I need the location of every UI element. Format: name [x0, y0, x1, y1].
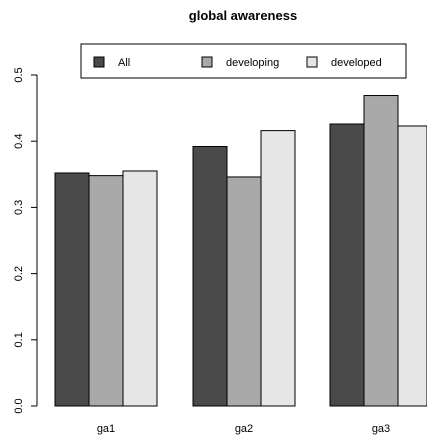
bar — [329, 123, 365, 407]
y-tick-label: 0.4 — [13, 134, 25, 149]
legend-box — [80, 43, 407, 79]
y-tick-label: 0.1 — [13, 332, 25, 347]
y-tick-label: 0.5 — [13, 67, 25, 82]
x-tick-label: ga1 — [97, 423, 115, 435]
y-tick-label: 0.2 — [13, 266, 25, 281]
x-tick-label: ga2 — [235, 423, 253, 435]
legend-label: developing — [226, 57, 279, 69]
bar — [260, 130, 296, 407]
bar — [192, 145, 228, 407]
legend-swatch — [93, 56, 105, 68]
bar — [363, 95, 399, 407]
bars — [54, 95, 427, 407]
bar — [88, 175, 124, 407]
bar — [54, 172, 90, 407]
y-axis: 0.0 0.1 0.2 0.3 0.4 0.5 — [13, 67, 38, 414]
x-tick-label: ga3 — [372, 423, 390, 435]
legend-swatch — [201, 56, 213, 68]
legend-label: developed — [331, 57, 382, 69]
bar — [397, 125, 427, 407]
bar — [122, 170, 158, 407]
bar — [226, 176, 262, 407]
legend: All developing developed — [80, 43, 407, 79]
x-axis-labels: ga1 ga2 ga3 — [97, 423, 390, 435]
legend-label: All — [118, 57, 130, 69]
y-tick-label: 0.0 — [13, 398, 25, 413]
y-tick-label: 0.3 — [13, 200, 25, 215]
legend-swatch — [306, 56, 318, 68]
chart-title: global awareness — [189, 8, 297, 23]
